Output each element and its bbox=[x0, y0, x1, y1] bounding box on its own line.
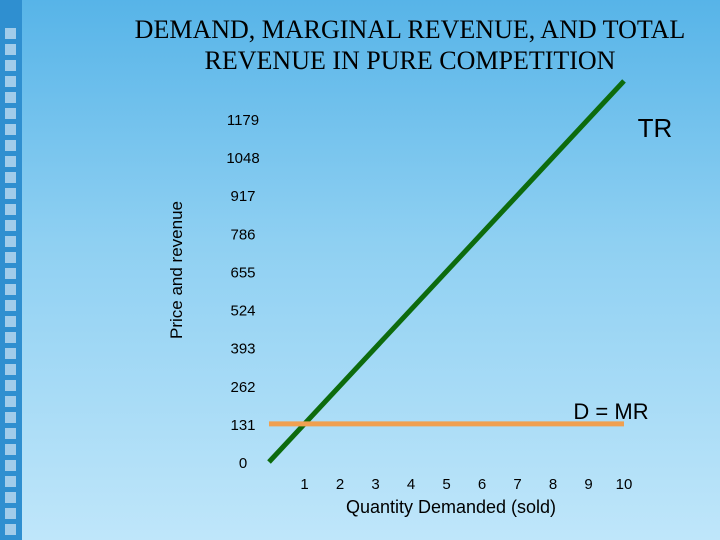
x-tick-label: 4 bbox=[407, 476, 415, 493]
strip-square bbox=[5, 412, 16, 423]
y-tick-label: 524 bbox=[230, 303, 255, 320]
strip-square bbox=[5, 124, 16, 135]
x-tick-label: 8 bbox=[549, 476, 557, 493]
strip-square bbox=[5, 444, 16, 455]
strip-square bbox=[5, 524, 16, 535]
strip-square bbox=[5, 364, 16, 375]
title-line-2: REVENUE IN PURE COMPETITION bbox=[204, 46, 616, 75]
total-revenue-line bbox=[267, 79, 626, 464]
demand-mr-label: D = MR bbox=[573, 399, 648, 424]
strip-square bbox=[5, 460, 16, 471]
strip-square bbox=[5, 108, 16, 119]
x-tick-label: 2 bbox=[336, 476, 344, 493]
strip-square bbox=[5, 188, 16, 199]
y-tick-label: 786 bbox=[230, 226, 255, 243]
strip-square bbox=[5, 300, 16, 311]
x-tick-labels: 1 2 3 4 5 6 7 8 9 10 bbox=[300, 476, 632, 493]
y-tick-label: 1048 bbox=[226, 150, 259, 167]
strip-square bbox=[5, 348, 16, 359]
strip-square bbox=[5, 92, 16, 103]
strip-square bbox=[5, 316, 16, 327]
x-tick-label: 5 bbox=[442, 476, 450, 493]
y-tick-label: 262 bbox=[230, 379, 255, 396]
x-axis-label: Quantity Demanded (sold) bbox=[346, 497, 556, 517]
strip-square bbox=[5, 236, 16, 247]
strip-square bbox=[5, 396, 16, 407]
strip-square bbox=[5, 492, 16, 503]
left-decorative-strip bbox=[0, 0, 22, 540]
strip-square bbox=[5, 204, 16, 215]
x-tick-label: 6 bbox=[478, 476, 486, 493]
strip-square bbox=[5, 252, 16, 263]
strip-square bbox=[5, 284, 16, 295]
y-tick-label: 655 bbox=[230, 264, 255, 281]
y-tick-label: 393 bbox=[230, 341, 255, 358]
y-tick-labels: 0 131 262 393 524 655 786 917 1048 1179 bbox=[226, 112, 259, 472]
series-lines bbox=[267, 79, 626, 464]
strip-square bbox=[5, 76, 16, 87]
y-tick-label: 131 bbox=[230, 417, 255, 434]
strip-square bbox=[5, 268, 16, 279]
strip-square bbox=[5, 428, 16, 439]
strip-square bbox=[5, 28, 16, 39]
y-axis-label: Price and revenue bbox=[167, 201, 186, 339]
tr-label: TR bbox=[638, 113, 673, 143]
x-tick-label: 10 bbox=[616, 476, 633, 493]
strip-square bbox=[5, 172, 16, 183]
strip-square bbox=[5, 332, 16, 343]
strip-square bbox=[5, 60, 16, 71]
strip-square bbox=[5, 156, 16, 167]
slide-title: DEMAND, MARGINAL REVENUE, AND TOTAL REVE… bbox=[110, 14, 710, 76]
x-tick-label: 3 bbox=[371, 476, 379, 493]
x-tick-label: 9 bbox=[584, 476, 592, 493]
strip-square bbox=[5, 476, 16, 487]
strip-square bbox=[5, 220, 16, 231]
strip-square bbox=[5, 508, 16, 519]
y-tick-label: 1179 bbox=[227, 112, 259, 129]
y-tick-label: 917 bbox=[230, 188, 255, 205]
strip-square bbox=[5, 44, 16, 55]
strip-square bbox=[5, 140, 16, 151]
y-tick-label: 0 bbox=[239, 455, 247, 472]
x-tick-label: 7 bbox=[513, 476, 521, 493]
strip-square bbox=[5, 380, 16, 391]
title-line-1: DEMAND, MARGINAL REVENUE, AND TOTAL bbox=[134, 15, 686, 44]
x-tick-label: 1 bbox=[300, 476, 308, 493]
